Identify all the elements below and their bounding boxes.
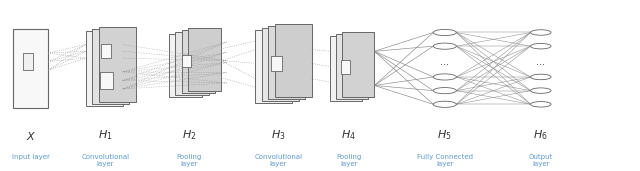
Text: $H_5$: $H_5$ <box>438 128 452 142</box>
Text: $H_3$: $H_3$ <box>271 128 285 142</box>
Text: Fully Connected
layer: Fully Connected layer <box>417 154 473 167</box>
Bar <box>268 26 305 99</box>
Bar <box>342 32 374 97</box>
Text: Input layer: Input layer <box>12 154 50 160</box>
Bar <box>23 53 33 70</box>
Circle shape <box>531 30 551 35</box>
Bar <box>188 28 221 91</box>
Text: $X$: $X$ <box>26 130 36 142</box>
Circle shape <box>531 88 551 93</box>
Bar <box>271 56 282 71</box>
Circle shape <box>433 29 456 36</box>
Bar <box>86 31 123 106</box>
Circle shape <box>433 74 456 80</box>
Text: Convolutional
layer: Convolutional layer <box>254 154 303 167</box>
Bar <box>100 72 113 89</box>
Bar <box>99 27 136 102</box>
Text: $H_1$: $H_1$ <box>99 128 113 142</box>
Bar <box>255 30 292 103</box>
Text: $H_2$: $H_2$ <box>182 128 196 142</box>
Circle shape <box>531 102 551 107</box>
Circle shape <box>433 101 456 107</box>
Text: ...: ... <box>536 57 545 67</box>
Bar <box>175 32 209 95</box>
Bar <box>275 24 312 97</box>
Text: Pooling
layer: Pooling layer <box>336 154 362 167</box>
Bar <box>13 29 49 108</box>
Text: $H_4$: $H_4$ <box>341 128 356 142</box>
Bar <box>182 30 215 93</box>
Bar <box>92 29 129 104</box>
Bar <box>182 55 191 67</box>
Text: $H_6$: $H_6$ <box>533 128 548 142</box>
Circle shape <box>433 88 456 94</box>
Bar <box>336 34 368 99</box>
Circle shape <box>531 74 551 80</box>
Bar <box>262 28 299 101</box>
Circle shape <box>531 43 551 49</box>
Text: ...: ... <box>440 57 449 67</box>
Text: Pooling
layer: Pooling layer <box>176 154 202 167</box>
Bar <box>101 44 111 58</box>
Bar <box>169 34 202 97</box>
Text: Output
layer: Output layer <box>529 154 553 167</box>
Text: Convolutional
layer: Convolutional layer <box>81 154 130 167</box>
Circle shape <box>433 43 456 49</box>
Bar <box>330 36 362 101</box>
Bar <box>341 60 350 74</box>
